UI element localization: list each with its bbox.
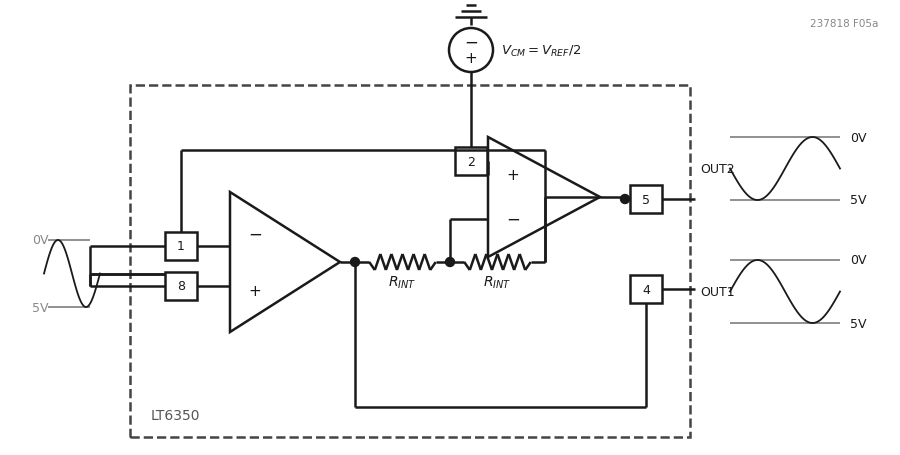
Text: LT6350: LT6350 bbox=[150, 408, 200, 422]
Text: 237818 F05a: 237818 F05a bbox=[810, 19, 878, 29]
Bar bbox=[630, 275, 662, 303]
Text: −: − bbox=[506, 211, 520, 228]
Polygon shape bbox=[488, 138, 600, 258]
Text: 8: 8 bbox=[177, 280, 185, 293]
Text: 4: 4 bbox=[642, 283, 650, 296]
Text: 1: 1 bbox=[177, 240, 184, 253]
Text: $R_{INT}$: $R_{INT}$ bbox=[388, 274, 417, 291]
Bar bbox=[630, 186, 662, 213]
Circle shape bbox=[449, 29, 493, 73]
Text: +: + bbox=[464, 51, 477, 66]
Text: OUT2: OUT2 bbox=[700, 162, 734, 176]
Text: $V_{CM} = V_{REF}/2$: $V_{CM} = V_{REF}/2$ bbox=[501, 43, 581, 58]
Bar bbox=[455, 148, 487, 176]
Text: 5V: 5V bbox=[32, 301, 49, 314]
Text: 0V: 0V bbox=[850, 254, 867, 267]
Text: 5: 5 bbox=[642, 193, 650, 206]
Text: 5V: 5V bbox=[850, 317, 867, 330]
Text: OUT1: OUT1 bbox=[700, 285, 734, 298]
Circle shape bbox=[620, 195, 629, 204]
Circle shape bbox=[350, 258, 359, 267]
Text: $R_{INT}$: $R_{INT}$ bbox=[483, 274, 512, 291]
Circle shape bbox=[446, 258, 454, 267]
Text: 0V: 0V bbox=[850, 131, 867, 144]
Text: 5V: 5V bbox=[850, 194, 867, 207]
Text: −: − bbox=[248, 226, 262, 243]
Text: 2: 2 bbox=[467, 155, 475, 168]
Bar bbox=[165, 233, 197, 260]
Text: 0V: 0V bbox=[32, 234, 49, 247]
Text: +: + bbox=[248, 283, 261, 298]
Text: −: − bbox=[464, 34, 478, 52]
Bar bbox=[130, 86, 690, 437]
Text: +: + bbox=[507, 168, 519, 183]
Polygon shape bbox=[230, 192, 340, 332]
Bar bbox=[165, 273, 197, 300]
